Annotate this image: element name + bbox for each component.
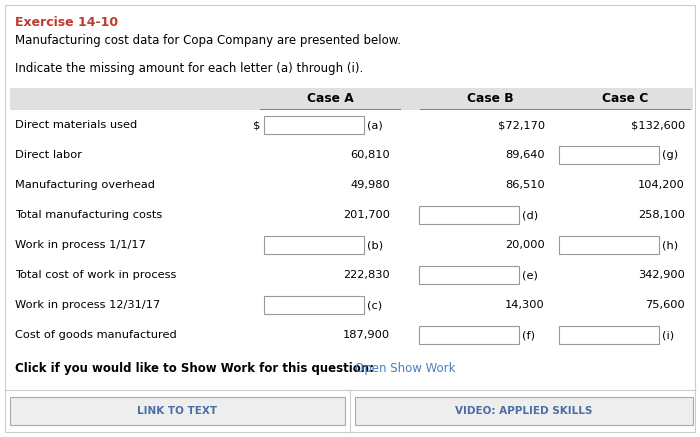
Text: Indicate the missing amount for each letter (a) through (i).: Indicate the missing amount for each let… [15, 62, 363, 75]
Text: (g): (g) [662, 150, 678, 160]
Text: (e): (e) [522, 270, 538, 280]
Text: Manufacturing cost data for Copa Company are presented below.: Manufacturing cost data for Copa Company… [15, 34, 401, 47]
FancyBboxPatch shape [264, 116, 364, 134]
Text: 342,900: 342,900 [638, 270, 685, 280]
FancyBboxPatch shape [419, 266, 519, 284]
Text: 75,600: 75,600 [645, 300, 685, 310]
Text: Work in process 1/1/17: Work in process 1/1/17 [15, 240, 146, 250]
Text: LINK TO TEXT: LINK TO TEXT [137, 406, 218, 416]
Text: Case A: Case A [307, 93, 354, 105]
Text: Total manufacturing costs: Total manufacturing costs [15, 210, 162, 220]
Text: Click if you would like to Show Work for this question:: Click if you would like to Show Work for… [15, 362, 374, 375]
Text: (d): (d) [522, 210, 538, 220]
Text: 258,100: 258,100 [638, 210, 685, 220]
Text: Case C: Case C [602, 93, 648, 105]
FancyBboxPatch shape [264, 236, 364, 254]
Text: Direct labor: Direct labor [15, 150, 82, 160]
FancyBboxPatch shape [559, 236, 659, 254]
FancyBboxPatch shape [559, 326, 659, 344]
Text: $72,170: $72,170 [498, 120, 545, 130]
Text: 201,700: 201,700 [343, 210, 390, 220]
Text: $: $ [253, 120, 260, 130]
FancyBboxPatch shape [10, 397, 345, 425]
Text: (b): (b) [367, 240, 383, 250]
FancyBboxPatch shape [419, 326, 519, 344]
Text: 14,300: 14,300 [505, 300, 545, 310]
Text: Open Show Work: Open Show Work [355, 362, 456, 375]
Text: 60,810: 60,810 [350, 150, 390, 160]
Text: VIDEO: APPLIED SKILLS: VIDEO: APPLIED SKILLS [455, 406, 593, 416]
Text: 104,200: 104,200 [638, 180, 685, 190]
Text: $132,600: $132,600 [631, 120, 685, 130]
FancyBboxPatch shape [419, 206, 519, 224]
FancyBboxPatch shape [355, 397, 693, 425]
Text: Work in process 12/31/17: Work in process 12/31/17 [15, 300, 160, 310]
Text: (a): (a) [367, 120, 383, 130]
Text: 86,510: 86,510 [505, 180, 545, 190]
Text: Direct materials used: Direct materials used [15, 120, 137, 130]
Text: Manufacturing overhead: Manufacturing overhead [15, 180, 155, 190]
Text: 89,640: 89,640 [505, 150, 545, 160]
Text: Total cost of work in process: Total cost of work in process [15, 270, 176, 280]
Text: (i): (i) [662, 330, 674, 340]
Text: Cost of goods manufactured: Cost of goods manufactured [15, 330, 176, 340]
Text: 49,980: 49,980 [350, 180, 390, 190]
FancyBboxPatch shape [559, 146, 659, 164]
Text: Exercise 14-10: Exercise 14-10 [15, 16, 118, 29]
Text: (h): (h) [662, 240, 678, 250]
FancyBboxPatch shape [10, 88, 693, 110]
Text: (c): (c) [367, 300, 382, 310]
Text: 20,000: 20,000 [505, 240, 545, 250]
Text: 187,900: 187,900 [343, 330, 390, 340]
FancyBboxPatch shape [264, 296, 364, 314]
Text: 222,830: 222,830 [343, 270, 390, 280]
Text: (f): (f) [522, 330, 535, 340]
Text: Case B: Case B [467, 93, 513, 105]
